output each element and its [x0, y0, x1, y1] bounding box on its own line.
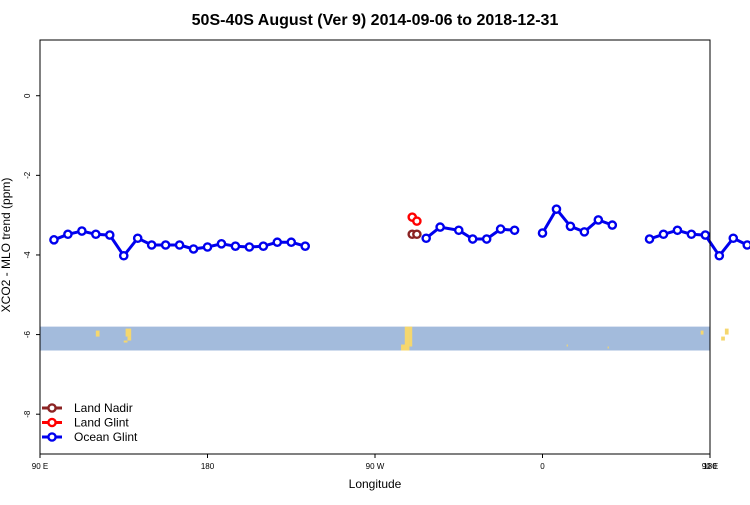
land-patch	[96, 331, 100, 337]
data-point	[581, 228, 588, 235]
land-patch	[124, 341, 128, 343]
legend-item: Land Glint	[42, 416, 129, 430]
data-point	[497, 225, 504, 232]
series-ocean-glint	[50, 206, 750, 260]
land-patch	[401, 345, 408, 351]
legend-marker	[48, 404, 55, 411]
data-point	[302, 243, 309, 250]
y-axis: 0 -2 -4 -6 -8	[23, 93, 40, 418]
land-patch	[127, 337, 131, 341]
land-patch	[725, 329, 729, 335]
data-point	[609, 222, 616, 229]
series-land-glint	[409, 214, 421, 225]
data-point	[92, 231, 99, 238]
data-point	[567, 223, 574, 230]
legend-marker	[48, 419, 55, 426]
data-point	[134, 235, 141, 242]
data-point	[413, 218, 420, 225]
land-patch	[608, 347, 609, 349]
data-point	[204, 243, 211, 250]
land-patch	[701, 331, 704, 335]
data-point	[511, 227, 518, 234]
series-land-nadir	[409, 231, 421, 238]
data-point	[539, 229, 546, 236]
land-patch	[126, 329, 132, 337]
legend-item: Ocean Glint	[42, 430, 138, 444]
data-point	[674, 227, 681, 234]
data-point	[744, 241, 750, 248]
data-point	[120, 252, 127, 259]
land-patch	[721, 337, 725, 341]
data-point	[716, 252, 723, 259]
data-point	[553, 206, 560, 213]
data-point	[190, 245, 197, 252]
data-point	[595, 216, 602, 223]
data-point	[483, 235, 490, 242]
y-tick-label: -6	[23, 330, 32, 338]
x-tick-label: 180	[703, 462, 717, 471]
series-layer	[50, 206, 750, 260]
y-axis-label: XCO2 - MLO trend (ppm)	[0, 178, 13, 313]
data-point	[232, 243, 239, 250]
land-patch	[567, 345, 568, 347]
legend-label: Land Glint	[74, 416, 129, 430]
data-point	[78, 227, 85, 234]
data-point	[64, 231, 71, 238]
y-tick-label: -8	[23, 410, 32, 418]
x-tick-label: 0	[540, 462, 545, 471]
data-point	[50, 236, 57, 243]
latitude-band-strip	[40, 327, 729, 351]
land-patch	[409, 327, 412, 347]
y-tick-label: -4	[23, 251, 32, 259]
chart-title: 50S-40S August (Ver 9) 2014-09-06 to 201…	[192, 12, 559, 29]
ocean-band	[40, 327, 710, 351]
data-point	[688, 231, 695, 238]
x-tick-label: 90 E	[32, 462, 48, 471]
data-point	[274, 239, 281, 246]
data-point	[413, 231, 420, 238]
legend-item: Land Nadir	[42, 401, 133, 415]
data-point	[469, 235, 476, 242]
x-tick-label: 90 W	[366, 462, 385, 471]
legend-marker	[48, 433, 55, 440]
data-point	[423, 235, 430, 242]
data-point	[646, 235, 653, 242]
legend-label: Ocean Glint	[74, 430, 138, 444]
y-tick-label: -2	[23, 171, 32, 179]
data-point	[288, 239, 295, 246]
data-point	[176, 241, 183, 248]
legend-label: Land Nadir	[74, 401, 133, 415]
data-point	[455, 227, 462, 234]
data-point	[260, 243, 267, 250]
plot-frame	[40, 40, 710, 454]
y-tick-label: 0	[23, 93, 32, 98]
data-point	[437, 223, 444, 230]
data-point	[246, 243, 253, 250]
x-axis-label: Longitude	[349, 477, 402, 491]
data-point	[148, 241, 155, 248]
data-point	[106, 231, 113, 238]
data-point	[218, 240, 225, 247]
data-point	[660, 231, 667, 238]
data-point	[702, 231, 709, 238]
x-tick-label: 180	[201, 462, 215, 471]
data-point	[730, 235, 737, 242]
data-point	[162, 241, 169, 248]
